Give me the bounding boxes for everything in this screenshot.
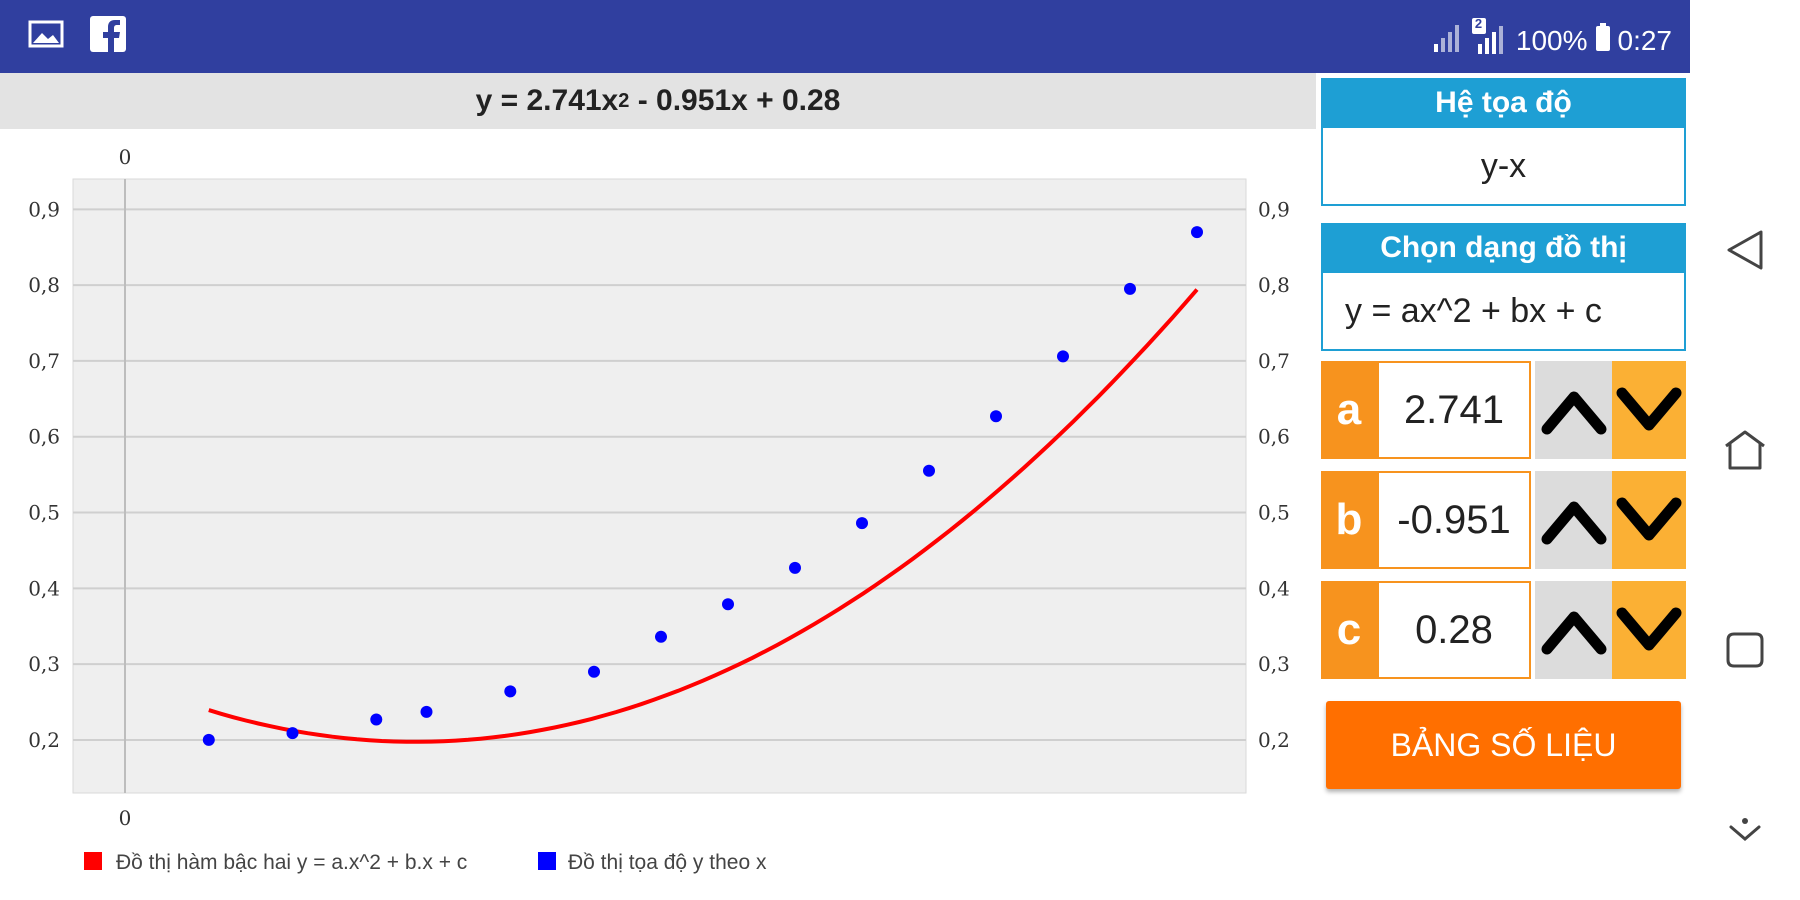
battery-icon xyxy=(1595,23,1610,58)
coef-b-increase-button[interactable] xyxy=(1535,471,1612,569)
equation-header: y = 2.741x 2 - 0.951x + 0.28 xyxy=(0,73,1316,129)
data-points xyxy=(202,226,1203,746)
y-tick-label-left: 0,6 xyxy=(28,425,60,449)
coef-c-decrease-button[interactable] xyxy=(1612,581,1686,679)
coef-a-increase-button[interactable] xyxy=(1535,361,1612,459)
status-bar: 2 100% 0:27 xyxy=(0,0,1690,73)
equation-suffix: - 0.951x + 0.28 xyxy=(629,84,841,117)
status-right: 2 100% 0:27 xyxy=(1430,16,1673,63)
control-panel: Hệ tọa độ y-x Chọn dạng đồ thị y = ax^2 … xyxy=(1316,73,1690,900)
coef-a-decrease-button[interactable] xyxy=(1612,361,1686,459)
y-tick-label-right: 0,3 xyxy=(1258,652,1290,676)
back-icon xyxy=(1727,230,1763,270)
y-tick-label-left: 0,9 xyxy=(28,197,60,221)
y-tick-label-left: 0,3 xyxy=(28,652,60,676)
signal-sim2-icon: 2 xyxy=(1471,16,1508,63)
coef-label-b: b xyxy=(1321,471,1377,569)
chevron-up-icon xyxy=(1541,391,1606,435)
recents-icon xyxy=(1726,632,1764,668)
y-ticks-left: 0,2 0,3 0,4 0,5 0,6 0,7 0,8 0,9 xyxy=(28,197,60,752)
legend-label-curve: Đồ thị hàm bậc hai y = a.x^2 + b.x + c xyxy=(116,851,467,874)
data-point xyxy=(588,665,600,678)
y-tick-label-left: 0,7 xyxy=(28,349,60,373)
data-point xyxy=(202,733,215,746)
chevron-down-small-icon xyxy=(1729,818,1761,841)
data-point xyxy=(856,517,868,530)
coef-label-c: c xyxy=(1321,581,1377,679)
chevron-up-icon xyxy=(1541,501,1606,545)
chevron-down-icon xyxy=(1616,607,1682,651)
home-button[interactable] xyxy=(1715,420,1775,480)
status-left-icons xyxy=(28,16,126,52)
data-point xyxy=(923,464,935,477)
equation-prefix: y = 2.741x xyxy=(475,84,619,117)
coef-input-a[interactable]: 2.741 xyxy=(1377,361,1531,459)
data-point xyxy=(789,561,801,574)
coef-row-a: a 2.741 xyxy=(1321,361,1686,459)
facebook-icon xyxy=(90,16,126,52)
data-point xyxy=(504,685,517,698)
coef-c-increase-button[interactable] xyxy=(1535,581,1612,679)
coef-label-a: a xyxy=(1321,361,1377,459)
y-tick-label-left: 0,2 xyxy=(28,728,60,752)
graph-type-header: Chọn dạng đồ thị xyxy=(1321,223,1686,273)
coef-row-b: b -0.951 xyxy=(1321,471,1686,569)
coef-input-c[interactable]: 0.28 xyxy=(1377,581,1531,679)
data-point xyxy=(655,630,667,643)
quadratic-chart: 0 0 0,20,30,40,50,60,70,80,9 0,20,30,40,… xyxy=(28,145,1290,874)
x-axis-top-label: 0 xyxy=(119,145,132,169)
y-tick-label-right: 0,6 xyxy=(1258,425,1290,449)
equation-exponent: 2 xyxy=(618,89,630,112)
chevron-up-icon xyxy=(1541,611,1606,655)
sim-badge: 2 xyxy=(1474,16,1483,31)
coef-input-b[interactable]: -0.951 xyxy=(1377,471,1531,569)
navigation-bar xyxy=(1690,0,1800,900)
hide-keyboard-button[interactable] xyxy=(1715,800,1775,860)
y-tick-label-right: 0,5 xyxy=(1258,501,1290,525)
data-point xyxy=(1124,282,1136,295)
data-point xyxy=(1191,226,1203,239)
y-tick-label-left: 0,8 xyxy=(28,273,60,297)
plot-area xyxy=(72,178,1247,794)
coef-b-decrease-button[interactable] xyxy=(1612,471,1686,569)
signal-icon xyxy=(1430,20,1464,61)
grid-lines xyxy=(73,208,1246,741)
y-tick-label-left: 0,5 xyxy=(28,501,60,525)
data-point xyxy=(722,598,734,611)
legend-swatch-curve xyxy=(84,852,102,870)
image-icon xyxy=(28,19,64,49)
y-tick-label-right: 0,9 xyxy=(1258,197,1290,221)
data-point xyxy=(420,705,433,718)
y-tick-label-right: 0,8 xyxy=(1258,273,1290,297)
chevron-down-icon xyxy=(1616,497,1682,541)
y-tick-label-right: 0,2 xyxy=(1258,728,1290,752)
data-point xyxy=(286,727,299,740)
home-icon xyxy=(1725,430,1765,470)
quadratic-curve xyxy=(208,288,1199,744)
x-axis-bottom-label: 0 xyxy=(119,806,132,830)
legend: Đồ thị hàm bậc hai y = a.x^2 + b.x + c Đ… xyxy=(84,851,767,874)
coord-system-header: Hệ tọa độ xyxy=(1321,78,1686,128)
graph-type-select[interactable]: y = ax^2 + bx + c xyxy=(1321,273,1686,351)
battery-percent: 100% xyxy=(1515,24,1588,56)
coef-row-c: c 0.28 xyxy=(1321,581,1686,679)
data-point xyxy=(990,410,1002,423)
data-point xyxy=(1057,350,1069,363)
back-button[interactable] xyxy=(1715,220,1775,280)
data-point xyxy=(370,713,383,726)
clock: 0:27 xyxy=(1617,24,1673,56)
legend-label-points: Đồ thị tọa độ y theo x xyxy=(568,851,767,874)
data-table-button[interactable]: BẢNG SỐ LIỆU xyxy=(1326,701,1681,789)
y-ticks-right: 0,2 0,3 0,4 0,5 0,6 0,7 0,8 0,9 xyxy=(1258,197,1290,752)
y-tick-label-right: 0,4 xyxy=(1258,576,1290,600)
coord-system-select[interactable]: y-x xyxy=(1321,128,1686,206)
y-tick-label-right: 0,7 xyxy=(1258,349,1290,373)
chevron-down-icon xyxy=(1616,387,1682,431)
recents-button[interactable] xyxy=(1715,620,1775,680)
legend-swatch-points xyxy=(538,852,556,870)
y-tick-label-left: 0,4 xyxy=(28,576,60,600)
